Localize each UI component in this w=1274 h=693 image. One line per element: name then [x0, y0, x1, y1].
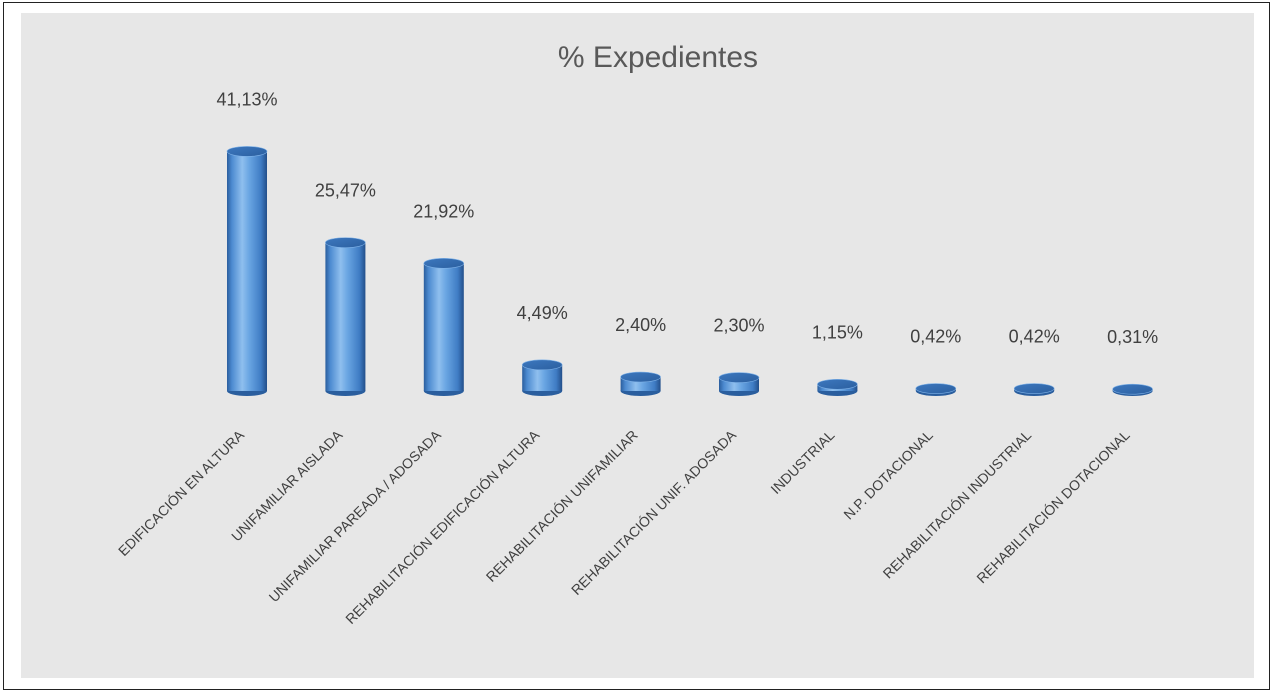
data-label: 25,47%	[315, 181, 376, 201]
bar-body	[227, 151, 267, 391]
category-label: REHABILITACIÓN DOTACIONAL	[973, 427, 1133, 587]
bar	[423, 258, 465, 396]
data-label: 2,30%	[713, 316, 764, 336]
data-label: 41,13%	[216, 89, 277, 109]
bar-top	[423, 258, 465, 269]
bar	[620, 371, 661, 396]
data-label: 0,42%	[1009, 327, 1060, 347]
data-label: 21,92%	[413, 201, 474, 221]
bar	[521, 359, 563, 396]
bar	[325, 237, 366, 396]
category-label: UNIFAMILIAR AISLADA	[228, 426, 346, 544]
bar-top	[620, 371, 661, 383]
bar	[1112, 383, 1153, 396]
data-label: 0,31%	[1107, 327, 1158, 347]
data-label: 4,49%	[517, 303, 568, 323]
bar	[718, 372, 760, 396]
data-label: 1,15%	[812, 322, 863, 342]
bar-body	[325, 242, 366, 391]
bars-layer	[226, 146, 1153, 396]
chart-frame	[3, 2, 1270, 690]
bar-top	[325, 237, 366, 248]
category-label: N.P. DOTACIONAL	[840, 427, 936, 523]
bar	[226, 146, 268, 396]
bar-top	[521, 359, 563, 371]
category-label: EDIFICACIÓN EN ALTURA	[115, 426, 248, 559]
bar-body	[423, 263, 464, 391]
bar	[1013, 383, 1055, 396]
bar-top	[817, 379, 858, 390]
category-label: INDUSTRIAL	[767, 427, 837, 497]
bar-top	[1112, 383, 1153, 395]
bar	[817, 379, 858, 396]
data-label: 0,42%	[910, 327, 961, 347]
chart-title: % Expedientes	[558, 41, 758, 74]
data-label: 2,40%	[615, 315, 666, 335]
chart-background	[21, 13, 1254, 678]
bar-top	[718, 372, 760, 383]
bar-top	[226, 146, 268, 157]
category-label: REHABILITACIÓN UNIF. ADOSADA	[568, 426, 740, 598]
bar	[915, 383, 957, 396]
data-labels-layer: 41,13% 25,47% 21,92% 4,49% 2,40% 2,30% 1,15% 0,…	[216, 89, 1158, 347]
bar-top	[915, 383, 957, 394]
bar-top	[1013, 383, 1055, 394]
category-label: UNIFAMILIAR PAREADA / ADOSADA	[266, 426, 445, 605]
category-label: REHABILITACIÓN EDIFICACIÓN ALTURA	[342, 426, 543, 627]
